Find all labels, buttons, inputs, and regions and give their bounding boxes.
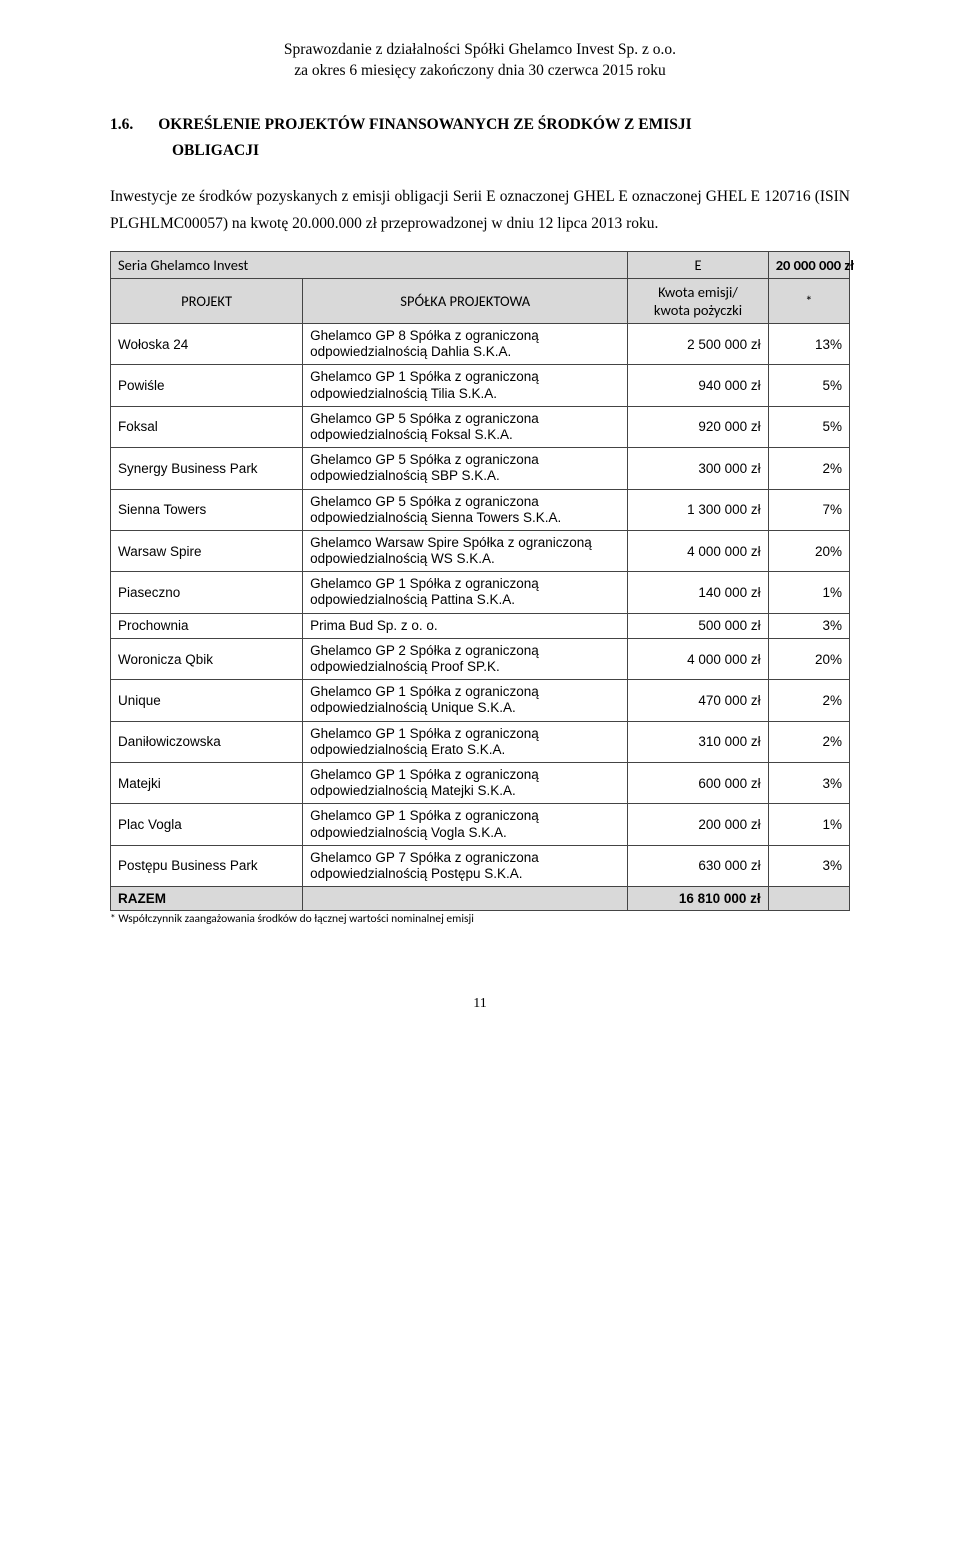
section-number: 1.6.: [110, 112, 133, 138]
table-row: FoksalGhelamco GP 5 Spółka z ograniczona…: [111, 406, 850, 447]
document-page: Sprawozdanie z działalności Spółki Ghela…: [55, 0, 905, 1042]
intro-paragraph: Inwestycje ze środków pozyskanych z emis…: [110, 183, 850, 237]
cell-pct: 5%: [768, 365, 849, 406]
total-label: RAZEM: [111, 887, 303, 911]
page-number: 11: [110, 996, 850, 1012]
cell-project: Warsaw Spire: [111, 530, 303, 571]
header-line-1: Sprawozdanie z działalności Spółki Ghela…: [284, 41, 676, 58]
cell-pct: 3%: [768, 613, 849, 638]
series-code: E: [628, 251, 768, 278]
cell-amount: 500 000 zł: [628, 613, 768, 638]
section-title-line2: OBLIGACJI: [172, 142, 259, 159]
table-row: ProchowniaPrima Bud Sp. z o. o.500 000 z…: [111, 613, 850, 638]
series-label: Seria Ghelamco Invest: [111, 251, 628, 278]
table-row: Postępu Business ParkGhelamco GP 7 Spółk…: [111, 845, 850, 886]
cell-pct: 2%: [768, 721, 849, 762]
header-amount-line2: kwota pożyczki: [654, 301, 742, 319]
cell-amount: 1 300 000 zł: [628, 489, 768, 530]
cell-pct: 20%: [768, 638, 849, 679]
total-blank: [303, 887, 628, 911]
cell-company: Ghelamco Warsaw Spire Spółka z ograniczo…: [303, 530, 628, 571]
cell-company: Ghelamco GP 5 Spółka z ograniczona odpow…: [303, 406, 628, 447]
cell-pct: 3%: [768, 762, 849, 803]
header-company: SPÓŁKA PROJEKTOWA: [303, 278, 628, 323]
cell-amount: 630 000 zł: [628, 845, 768, 886]
cell-amount: 200 000 zł: [628, 804, 768, 845]
table-row: Sienna TowersGhelamco GP 5 Spółka z ogra…: [111, 489, 850, 530]
cell-company: Ghelamco GP 5 Spółka z ograniczona odpow…: [303, 489, 628, 530]
header-amount-line1: Kwota emisji/: [658, 283, 738, 301]
table-row: Plac VoglaGhelamco GP 1 Spółka z ogranic…: [111, 804, 850, 845]
cell-company: Ghelamco GP 8 Spółka z ograniczoną odpow…: [303, 324, 628, 365]
series-amount: 20 000 000 zł: [768, 251, 849, 278]
cell-amount: 4 000 000 zł: [628, 530, 768, 571]
table-footnote: * Współczynnik zaangażowania środków do …: [110, 912, 850, 926]
cell-amount: 920 000 zł: [628, 406, 768, 447]
header-amount: Kwota emisji/ kwota pożyczki: [628, 278, 768, 323]
cell-company: Prima Bud Sp. z o. o.: [303, 613, 628, 638]
cell-amount: 2 500 000 zł: [628, 324, 768, 365]
page-header: Sprawozdanie z działalności Spółki Ghela…: [110, 40, 850, 82]
series-row: Seria Ghelamco Invest E 20 000 000 zł: [111, 251, 850, 278]
cell-pct: 13%: [768, 324, 849, 365]
section-title-line1: OKREŚLENIE PROJEKTÓW FINANSOWANYCH ZE ŚR…: [158, 116, 691, 133]
cell-project: Woronicza Qbik: [111, 638, 303, 679]
cell-amount: 940 000 zł: [628, 365, 768, 406]
cell-company: Ghelamco GP 1 Spółka z ograniczoną odpow…: [303, 804, 628, 845]
cell-pct: 2%: [768, 448, 849, 489]
cell-project: Piaseczno: [111, 572, 303, 613]
projects-table: Seria Ghelamco Invest E 20 000 000 zł PR…: [110, 251, 850, 911]
header-projekt: PROJEKT: [111, 278, 303, 323]
cell-amount: 300 000 zł: [628, 448, 768, 489]
cell-company: Ghelamco GP 1 Spółka z ograniczoną odpow…: [303, 365, 628, 406]
cell-project: Prochownia: [111, 613, 303, 638]
table-row: Synergy Business ParkGhelamco GP 5 Spółk…: [111, 448, 850, 489]
cell-project: Sienna Towers: [111, 489, 303, 530]
cell-project: Wołoska 24: [111, 324, 303, 365]
table-row: PiasecznoGhelamco GP 1 Spółka z ogranicz…: [111, 572, 850, 613]
cell-project: Daniłowiczowska: [111, 721, 303, 762]
cell-company: Ghelamco GP 1 Spółka z ograniczoną odpow…: [303, 572, 628, 613]
cell-amount: 310 000 zł: [628, 721, 768, 762]
cell-amount: 600 000 zł: [628, 762, 768, 803]
table-row: UniqueGhelamco GP 1 Spółka z ograniczoną…: [111, 680, 850, 721]
section-heading: 1.6. OKREŚLENIE PROJEKTÓW FINANSOWANYCH Z…: [110, 112, 850, 177]
cell-company: Ghelamco GP 1 Spółka z ograniczoną odpow…: [303, 680, 628, 721]
total-amount: 16 810 000 zł: [628, 887, 768, 911]
cell-project: Plac Vogla: [111, 804, 303, 845]
table-row: Wołoska 24Ghelamco GP 8 Spółka z ogranic…: [111, 324, 850, 365]
cell-company: Ghelamco GP 2 Spółka z ograniczoną odpow…: [303, 638, 628, 679]
table-row: Woronicza QbikGhelamco GP 2 Spółka z ogr…: [111, 638, 850, 679]
total-pct-blank: [768, 887, 849, 911]
cell-project: Foksal: [111, 406, 303, 447]
cell-pct: 2%: [768, 680, 849, 721]
cell-amount: 470 000 zł: [628, 680, 768, 721]
cell-pct: 1%: [768, 572, 849, 613]
header-line-2: za okres 6 miesięcy zakończony dnia 30 c…: [294, 62, 665, 79]
header-row: PROJEKT SPÓŁKA PROJEKTOWA Kwota emisji/ …: [111, 278, 850, 323]
table-row: MatejkiGhelamco GP 1 Spółka z ograniczon…: [111, 762, 850, 803]
cell-company: Ghelamco GP 1 Spółka z ograniczoną odpow…: [303, 721, 628, 762]
cell-pct: 20%: [768, 530, 849, 571]
table-row: Warsaw SpireGhelamco Warsaw Spire Spółka…: [111, 530, 850, 571]
table-row: DaniłowiczowskaGhelamco GP 1 Spółka z og…: [111, 721, 850, 762]
cell-project: Synergy Business Park: [111, 448, 303, 489]
cell-company: Ghelamco GP 1 Spółka z ograniczoną odpow…: [303, 762, 628, 803]
cell-pct: 7%: [768, 489, 849, 530]
cell-company: Ghelamco GP 7 Spółka z ograniczona odpow…: [303, 845, 628, 886]
cell-pct: 3%: [768, 845, 849, 886]
table-row: PowiśleGhelamco GP 1 Spółka z ograniczon…: [111, 365, 850, 406]
cell-project: Postępu Business Park: [111, 845, 303, 886]
cell-pct: 1%: [768, 804, 849, 845]
cell-project: Unique: [111, 680, 303, 721]
cell-company: Ghelamco GP 5 Spółka z ograniczona odpow…: [303, 448, 628, 489]
header-pct: *: [768, 278, 849, 323]
cell-amount: 4 000 000 zł: [628, 638, 768, 679]
cell-pct: 5%: [768, 406, 849, 447]
total-row: RAZEM 16 810 000 zł: [111, 887, 850, 911]
cell-amount: 140 000 zł: [628, 572, 768, 613]
cell-project: Matejki: [111, 762, 303, 803]
cell-project: Powiśle: [111, 365, 303, 406]
